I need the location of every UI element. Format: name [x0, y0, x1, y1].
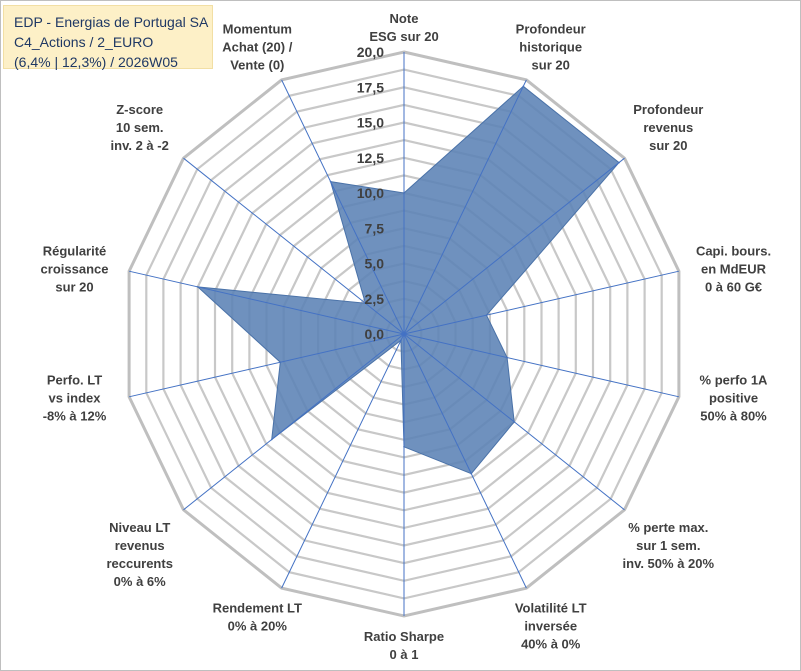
spoke-line [403, 79, 527, 335]
tick-label: 17,5 [357, 79, 384, 95]
category-label: Profondeur revenus sur 20 [633, 102, 703, 153]
category-label-line: Note [390, 11, 419, 26]
title-line-2: C4_Actions / 2_EURO [14, 34, 154, 50]
category-label-line: Régularité [43, 244, 107, 259]
category-label-line: Rendement LT [213, 600, 302, 615]
category-label: Note ESG sur 20 [369, 11, 438, 44]
category-label-line: 0 à 60 G€ [705, 280, 762, 295]
title-line-3: (6,4% | 12,3%) / 2026W05 [14, 54, 178, 70]
category-label-line: Niveau LT [109, 520, 170, 535]
radar-category-labels: Note ESG sur 20 Profondeur historique sur 20… [41, 11, 772, 662]
spoke-line [128, 270, 405, 335]
category-label-line: sur 20 [55, 280, 93, 295]
spoke-line [403, 333, 527, 589]
category-label: Ratio Sharpe 0 à 1 [364, 629, 444, 662]
category-label-line: % perte max. [628, 520, 708, 535]
category-label: Niveau LT revenus reccurents 0% à 6% [106, 520, 172, 589]
category-label: Z-score 10 sem. inv. 2 à -2 [111, 102, 169, 153]
tick-label: 0,0 [365, 326, 385, 342]
category-label: Rendement LT 0% à 20% [213, 600, 302, 633]
tick-label: 7,5 [365, 220, 385, 236]
category-label-line: ESG sur 20 [369, 29, 438, 44]
category-label-line: reccurents [106, 556, 172, 571]
category-label: Capi. bours. en MdEUR 0 à 60 G€ [696, 244, 771, 295]
category-label-line: -8% à 12% [43, 409, 107, 424]
radar-series [196, 85, 620, 475]
category-label-line: Vente (0) [230, 58, 284, 73]
spoke-line [403, 333, 625, 511]
category-label-line: % perfo 1A [700, 373, 769, 388]
category-label-line: inv. 50% à 20% [623, 556, 715, 571]
spoke-line [281, 79, 405, 335]
category-label-line: 0% à 20% [228, 618, 288, 633]
spoke-line [403, 333, 680, 398]
spoke-line [403, 157, 625, 335]
category-label-line: 50% à 80% [700, 409, 767, 424]
category-label-line: sur 20 [649, 138, 687, 153]
category-label-line: inversée [524, 618, 577, 633]
category-label-line: revenus [115, 538, 165, 553]
category-label: Volatilité LT inversée 40% à 0% [515, 600, 587, 651]
tick-label: 5,0 [365, 256, 385, 272]
category-label: Momentum Achat (20) / Vente (0) [222, 22, 292, 73]
tick-label: 2,5 [365, 291, 385, 307]
category-label-line: 10 sem. [116, 120, 164, 135]
tick-label: 15,0 [357, 115, 384, 131]
spoke-line [281, 333, 405, 589]
category-label-line: Ratio Sharpe [364, 629, 444, 644]
category-label-line: Profondeur [633, 102, 703, 117]
category-label-line: Momentum [223, 22, 292, 37]
category-label-line: Profondeur [516, 22, 586, 37]
category-label-line: en MdEUR [701, 262, 767, 277]
category-label: Perfo. LT vs index -8% à 12% [43, 373, 107, 424]
category-label: Profondeur historique sur 20 [516, 22, 586, 73]
category-label-line: Z-score [116, 102, 163, 117]
category-label-line: Volatilité LT [515, 600, 587, 615]
title-line-1: EDP - Energias de Portugal SA [14, 14, 209, 30]
category-label-line: Capi. bours. [696, 244, 771, 259]
category-label-line: sur 1 sem. [636, 538, 700, 553]
category-label-line: 0 à 1 [390, 647, 419, 662]
spoke-line [128, 333, 405, 398]
radar-tick-labels: 0,0 2,5 5,0 7,5 10,0 12,5 15,0 17,5 20,0 [357, 44, 384, 342]
category-label-line: Achat (20) / [222, 40, 292, 55]
category-label-line: vs index [48, 391, 101, 406]
spoke-line [183, 333, 405, 511]
category-label-line: inv. 2 à -2 [111, 138, 169, 153]
radar-spokes [128, 52, 680, 616]
category-label: % perfo 1A positive 50% à 80% [700, 373, 769, 424]
tick-label: 20,0 [357, 44, 384, 60]
tick-label: 10,0 [357, 185, 384, 201]
spoke-line [183, 157, 405, 335]
category-label-line: croissance [41, 262, 109, 277]
category-label-line: sur 20 [532, 58, 570, 73]
spoke-line [403, 270, 680, 335]
category-label-line: 0% à 6% [114, 574, 166, 589]
category-label-line: revenus [643, 120, 693, 135]
category-label-line: Perfo. LT [47, 373, 102, 388]
chart-title-box: EDP - Energias de Portugal SA C4_Actions… [3, 5, 213, 70]
category-label: % perte max. sur 1 sem. inv. 50% à 20% [623, 520, 715, 571]
category-label-line: 40% à 0% [521, 636, 581, 651]
category-label-line: historique [519, 40, 582, 55]
category-label: Régularité croissance sur 20 [41, 244, 109, 295]
tick-label: 12,5 [357, 150, 384, 166]
category-label-line: positive [709, 391, 758, 406]
